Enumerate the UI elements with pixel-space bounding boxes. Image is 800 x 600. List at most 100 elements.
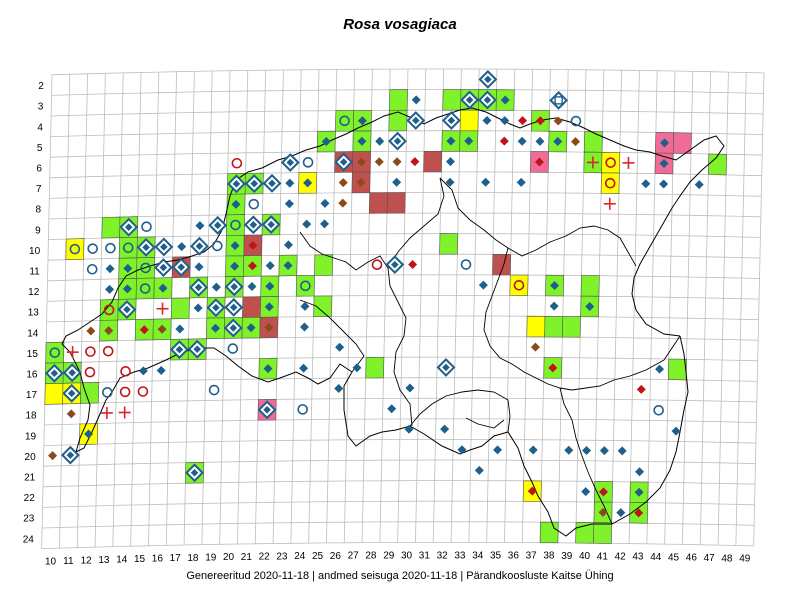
grid-cell-lime [388,109,408,132]
occurrence-diamond-blue [641,179,651,189]
col-label: 13 [98,555,110,566]
occurrence-circle-blue [87,243,98,254]
occurrence-diamond-brown [338,198,348,208]
col-label: 43 [632,552,644,563]
occurrence-diamond-blue [553,137,563,147]
occurrence-diamond-blue [265,261,275,271]
occurrence-diamond-ring [388,131,407,151]
grid-line [415,69,427,543]
grid-cell-lime [439,233,459,255]
row-label: 16 [26,370,38,381]
grid-line [45,377,758,385]
row-label: 22 [24,493,36,504]
grid-cell-darkred [423,151,443,173]
occurrence-diamond-blue [246,323,256,333]
grid-line [43,439,756,446]
occurrence-diamond-blue [105,264,115,274]
row-label: 9 [35,225,41,236]
row-label: 17 [26,390,38,401]
occurrence-diamond-brown [571,137,581,147]
col-label: 29 [383,550,395,561]
row-label: 5 [37,143,43,154]
grid-cell-lime [101,216,121,239]
grid-line [504,69,516,543]
occurrence-circle-red [513,280,525,291]
col-label: 30 [401,550,413,561]
grid-cell-lime [544,315,564,338]
grid-cell-lime [442,89,462,111]
occurrence-diamond-brown [356,157,366,167]
occurrence-diamond-blue [404,424,414,434]
occurrence-diamond-ring [478,69,498,89]
occurrence-diamond-blue [660,138,670,148]
occurrence-diamond-brown [86,326,96,336]
col-label: 48 [721,553,733,564]
grid-cell-lime [593,522,613,544]
occurrence-diamond-blue [299,322,309,332]
occurrence-diamond-ring [257,400,277,420]
occurrence-diamond-blue [211,282,221,292]
col-label: 41 [597,551,609,562]
occurrence-diamond-red [408,260,418,270]
occurrence-diamond-brown [553,116,563,126]
occurrence-diamond-blue [655,364,665,374]
occurrence-circle-blue [211,240,223,252]
grid-line [717,72,729,546]
grid-cell-yellow [459,109,479,132]
occurrence-diamond-blue [264,302,274,312]
occurrence-diamond-blue [659,158,669,168]
occurrence-diamond-blue [175,324,185,334]
occurrence-square-ring [549,90,569,110]
occurrence-diamond-ring [224,297,244,317]
occurrence-diamond-blue [193,303,203,313]
occurrence-diamond-blue [230,261,240,271]
occurrence-diamond-red [598,487,608,497]
col-label: 33 [454,550,466,561]
grid-line [51,68,765,76]
occurrence-diamond-blue [195,221,205,231]
col-label: 17 [170,553,182,564]
occurrence-diamond-blue [335,342,345,352]
col-label: 38 [543,551,555,562]
occurrence-circle-red [119,386,131,398]
occurrence-diamond-ring [223,318,243,338]
row-label: 3 [38,102,44,113]
grid-cell-yellow [526,315,546,338]
inland-border-3 [483,247,681,391]
col-label: 31 [419,550,431,561]
occurrence-circle-red [84,366,96,378]
footer-credits: Genereeritud 2020-11-18 | andmed seisuga… [186,570,614,582]
occurrence-circle-red [103,304,115,316]
occurrence-diamond-blue [284,199,294,209]
occurrence-diamond-blue [122,284,132,294]
inland-border-1 [387,177,445,427]
occurrence-diamond-blue [156,366,166,376]
row-label: 23 [23,514,35,525]
grid-line [76,73,88,548]
row-label: 24 [23,534,35,545]
occurrence-diamond-ring [224,277,244,297]
grid-cell-lime [45,341,65,364]
col-label: 28 [365,551,377,562]
occurrence-cross-red [156,302,169,315]
occurrence-cross-red [66,346,79,359]
row-label: 11 [29,267,40,278]
occurrence-diamond-blue [231,199,241,209]
occurrence-circle-blue [297,404,308,415]
grid-cell-darkred [492,253,512,276]
occurrence-circle-blue [570,115,582,127]
col-label: 21 [241,552,253,563]
occurrence-diamond-blue [550,281,560,291]
row-label: 8 [36,205,42,216]
col-label: 20 [223,552,235,563]
occurrence-diamond-ring [170,340,189,359]
grid-line [45,356,758,364]
grid-line [735,72,747,546]
grid-cell-yellow [509,274,529,296]
occurrence-diamond-blue [581,487,591,497]
grid-line [59,74,71,549]
col-label: 45 [668,552,680,563]
occurrence-diamond-blue [478,280,488,290]
occurrence-diamond-red [518,116,528,126]
occurrence-circle-blue [248,198,260,210]
